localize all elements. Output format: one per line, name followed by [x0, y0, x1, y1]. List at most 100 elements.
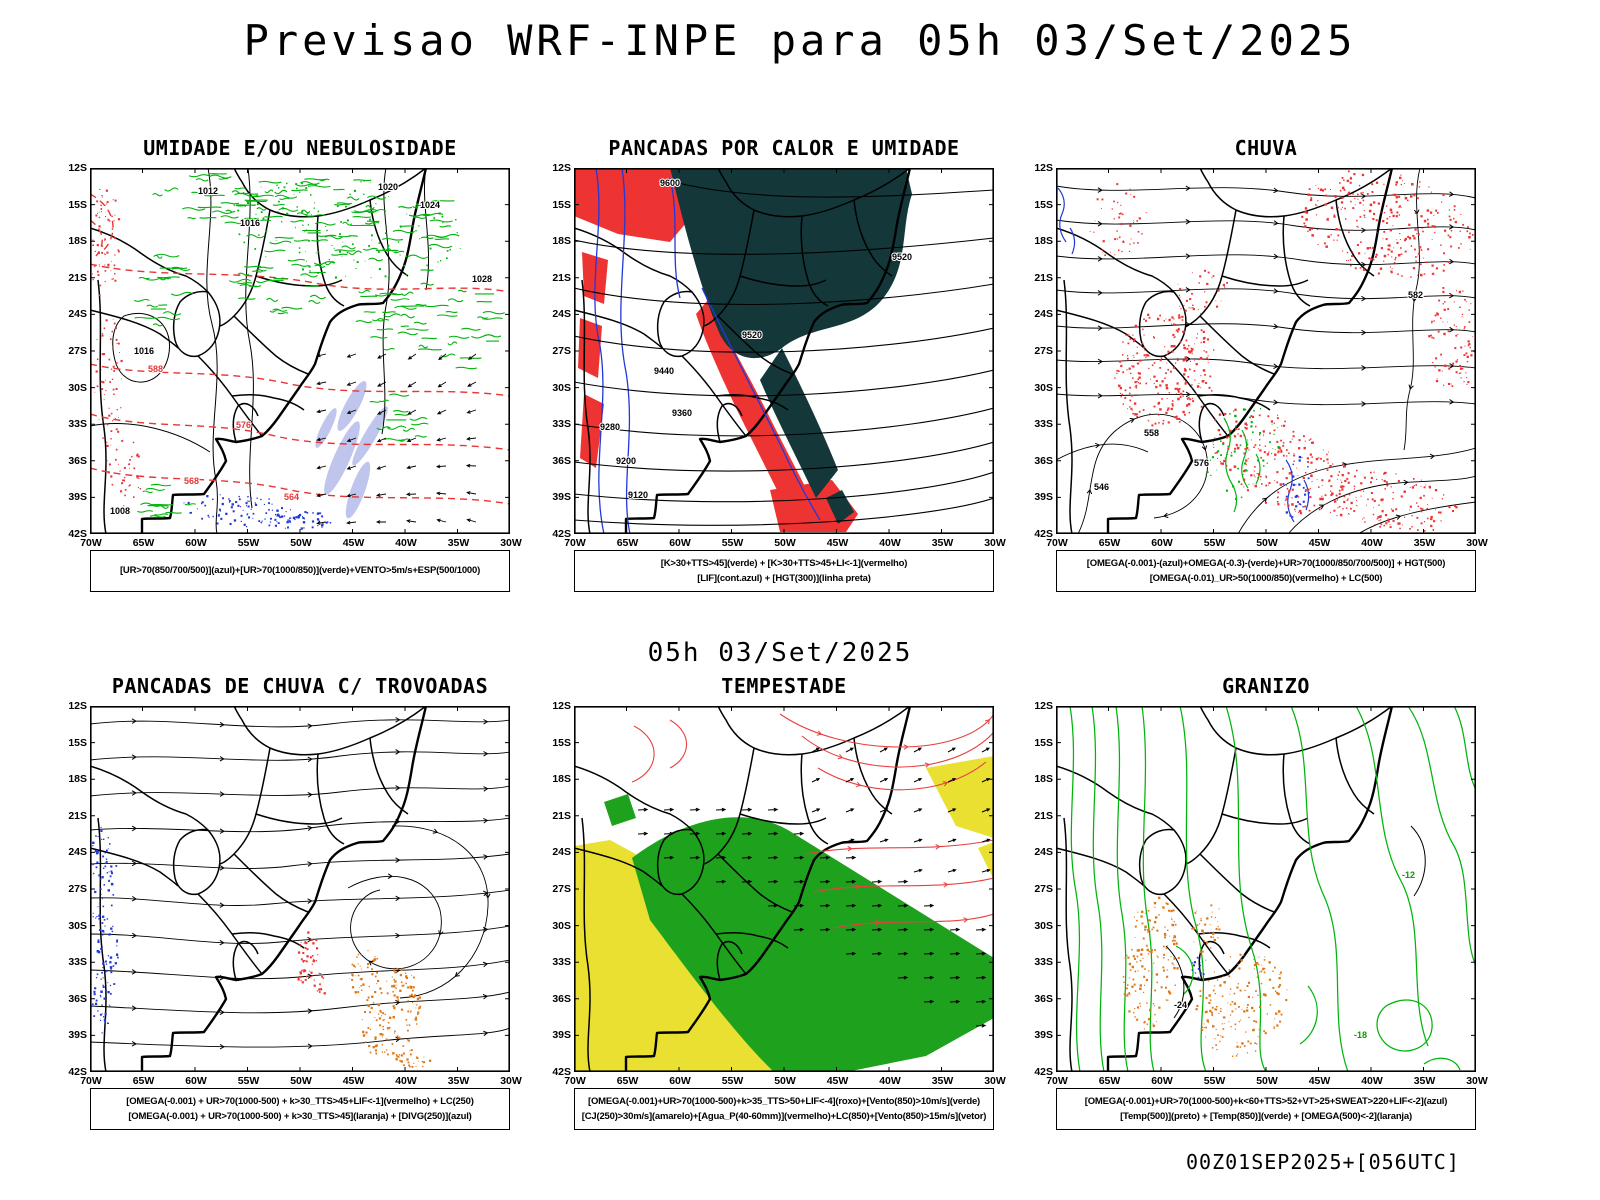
panel-pancadas-calor: PANCADAS POR CALOR E UMIDADE — [540, 136, 1006, 592]
svg-text:558: 558 — [1144, 428, 1159, 438]
purple-shading-layer — [315, 381, 388, 519]
lon-axis-label: 45W — [1308, 537, 1331, 549]
panel-title: PANCADAS DE CHUVA C/ TROVOADAS — [111, 674, 489, 698]
svg-text:9200: 9200 — [616, 456, 636, 466]
lat-axis-label: 12S — [552, 162, 571, 174]
axis-ticks — [90, 168, 510, 534]
svg-text:9360: 9360 — [672, 408, 692, 418]
lat-axis-label: 36S — [1034, 454, 1053, 467]
lon-axis-label: 40W — [879, 1075, 901, 1087]
caption-line: [OMEGA(-0.01)_UR>50(1000/850)(vermelho) … — [1149, 573, 1383, 584]
map-umidade: 1012 1016 1020 1024 1028 1016 1008 588 5… — [68, 162, 521, 549]
lon-axis-label: 40W — [395, 1075, 417, 1087]
axis-ticks — [90, 706, 510, 1072]
svg-text:568: 568 — [184, 476, 199, 486]
lat-axis-label: 18S — [68, 235, 87, 248]
map-frame — [90, 706, 510, 1072]
svg-text:1028: 1028 — [472, 274, 492, 284]
lon-axis-label: 45W — [342, 537, 365, 549]
lon-axis-label: 70W — [564, 537, 586, 549]
lat-axis-label: 33S — [552, 418, 571, 431]
map-granizo-svg: -12 -18 -24 — [1056, 706, 1476, 1072]
lon-axis-label: 70W — [564, 1075, 586, 1087]
svg-text:588: 588 — [148, 364, 163, 374]
map-chuva: 582 576 558 546 12S 15S 18S 21S 24S 27S 30S 33S… — [1034, 162, 1487, 549]
lon-axis-label: 50W — [290, 1075, 312, 1087]
lon-axis-label: 55W — [237, 1075, 260, 1087]
streamlines-layer — [90, 717, 510, 1050]
lat-axis-label: 39S — [68, 1029, 87, 1042]
lat-axis-label: 36S — [68, 454, 87, 467]
lon-axis-label: 60W — [1151, 1075, 1173, 1087]
lon-axis-label: 35W — [447, 1075, 470, 1087]
svg-text:1016: 1016 — [240, 218, 260, 228]
map-pancadas-calor: 9600 9520 9520 9440 9360 9280 9200 9120 … — [552, 162, 1005, 549]
lon-axis-label: 65W — [1098, 1075, 1121, 1087]
green-humidity-scribble-layer — [133, 173, 505, 518]
page-title: Previsao WRF-INPE para 05h 03/Set/2025 — [243, 16, 1357, 65]
lat-axis-label: 18S — [552, 773, 571, 786]
caption-granizo: [OMEGA(-0.001)+UR>70(1000-500)+k<60+TTS>… — [1056, 1088, 1476, 1130]
svg-text:9600: 9600 — [660, 178, 680, 188]
lat-axis-label: 36S — [552, 454, 571, 467]
lat-axis-label: 15S — [68, 198, 87, 211]
axis-ticks — [574, 706, 994, 1072]
lat-axis-label: 36S — [1034, 992, 1053, 1005]
lat-axis-label: 30S — [68, 381, 87, 394]
lat-axis-label: 18S — [1034, 235, 1053, 248]
lat-axis-label: 15S — [552, 736, 571, 749]
caption-line: [CJ(250)>30m/s](amarelo)+[Agua_P(40-60mm… — [581, 1111, 987, 1122]
svg-text:1016: 1016 — [134, 346, 154, 356]
lat-axis-label: 12S — [552, 700, 571, 712]
lon-axis-label: 70W — [1046, 537, 1068, 549]
lon-axis-label: 60W — [1151, 537, 1173, 549]
blue-omega-squiggles — [1057, 187, 1310, 523]
lat-axis-label: 15S — [1034, 198, 1053, 211]
contour-label-layer: 582 576 558 546 — [1093, 289, 1424, 493]
lon-axis-label: 55W — [721, 1075, 744, 1087]
svg-text:576: 576 — [236, 420, 251, 430]
panel-chuva: CHUVA — [1022, 136, 1488, 592]
wind-vector-layer — [637, 747, 991, 1028]
lat-axis-label: 27S — [1034, 345, 1053, 357]
red-rain-speckle-layer — [1089, 170, 1476, 532]
lat-axis-label: 18S — [68, 773, 87, 786]
lat-axis-label: 27S — [552, 883, 571, 895]
panel-trovoadas: PANCADAS DE CHUVA C/ TROVOADAS 12S 15S 18S… — [56, 674, 522, 1130]
caption-tempestade: [OMEGA(-0.001)+UR>70(1000-500)+k>35_TTS>… — [574, 1088, 994, 1130]
svg-text:9520: 9520 — [742, 330, 762, 340]
panel-title: PANCADAS POR CALOR E UMIDADE — [608, 136, 960, 160]
lat-axis-label: 30S — [68, 919, 87, 932]
lon-axis-label: 45W — [826, 537, 849, 549]
lon-axis-label: 30W — [1466, 537, 1488, 549]
axis-ticks — [1056, 706, 1476, 1072]
streamlines-layer — [1056, 168, 1476, 534]
lon-axis-label: 50W — [774, 1075, 796, 1087]
lat-axis-label: 15S — [552, 198, 571, 211]
lat-axis-label: 30S — [1034, 919, 1053, 932]
caption-line: [UR>70(850/700/500)](azul)+[UR>70(1000/8… — [119, 565, 481, 577]
lat-axis-label: 21S — [1034, 809, 1053, 822]
lat-axis-label: 33S — [1034, 956, 1053, 969]
lat-axis-label: 15S — [68, 736, 87, 749]
lon-axis-label: 35W — [931, 1075, 954, 1087]
green-speckle-layer — [1205, 408, 1280, 500]
lon-axis-label: 40W — [395, 537, 417, 549]
lon-axis-label: 35W — [1413, 537, 1436, 549]
red-shading-layer — [574, 168, 858, 532]
lat-axis-label: 42S — [68, 1066, 87, 1078]
lon-axis-label: 50W — [1256, 1075, 1278, 1087]
speckle-layer — [92, 188, 332, 530]
lat-axis-label: 39S — [68, 491, 87, 504]
lat-axis-label: 21S — [552, 809, 571, 822]
lon-axis-label: 35W — [1413, 1075, 1436, 1087]
map-tempestade-svg — [574, 706, 994, 1072]
lon-axis-label: 40W — [1361, 537, 1383, 549]
lon-axis-label: 30W — [1466, 1075, 1488, 1087]
run-info-label: 00Z01SEP2025+[056UTC] — [1186, 1150, 1460, 1174]
red-streamlines-layer — [631, 713, 994, 929]
lat-axis-label: 42S — [1034, 528, 1053, 540]
lon-axis-label: 60W — [669, 1075, 691, 1087]
svg-text:9280: 9280 — [600, 422, 620, 432]
caption-line: [OMEGA(-0.001)+UR>70(1000-500)+k>35_TTS>… — [587, 1095, 980, 1107]
